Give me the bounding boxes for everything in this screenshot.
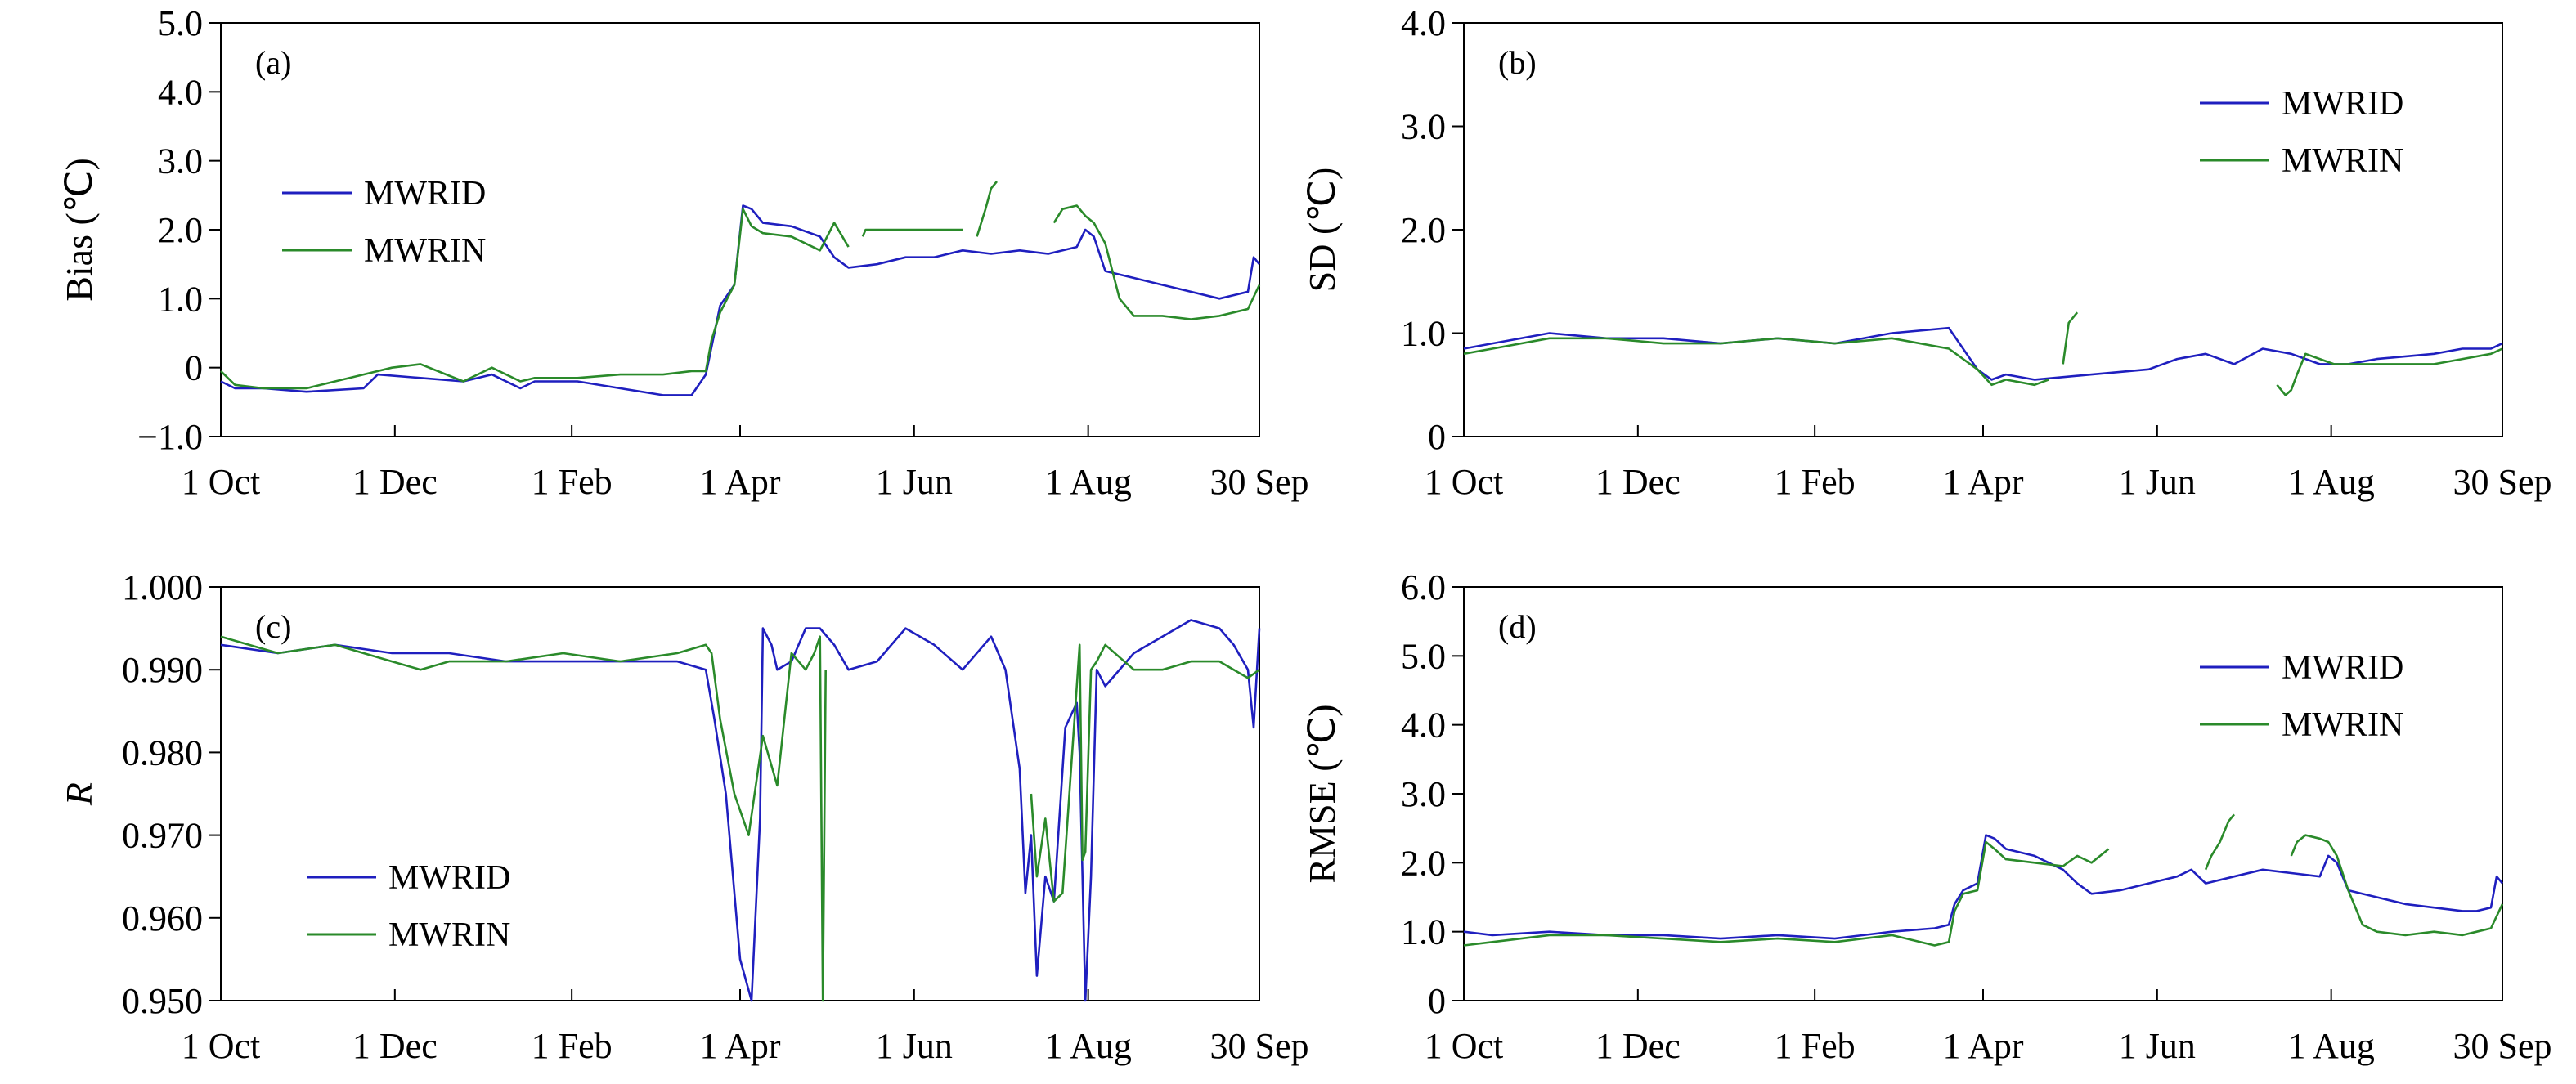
panel-a-y-axis-title: Bias (℃)	[58, 158, 100, 302]
panel-c-label: (c)	[255, 608, 291, 645]
panel-c-y-axis-title: R	[58, 782, 100, 806]
panel-c-series-mwrin	[220, 635, 1260, 1002]
panel-d-y-tick-label: 2.0	[1401, 843, 1446, 883]
panel-d-series-mwrin	[1463, 813, 2504, 947]
panel-a-x-tick-label: 1 Dec	[352, 462, 438, 502]
panel-d: 0 1.0 2.0 3.0 4.0 5.0 6.0 1 Oct 1 Dec 1 Feb 1 Apr 1…	[1301, 567, 2552, 1066]
panel-a-x-tick-label: 30 Sep	[1210, 462, 1309, 502]
panel-b-x-tick-label: 1 Aug	[2287, 462, 2374, 502]
panel-d-y-tick-label: 6.0	[1401, 567, 1446, 607]
panel-c-y-tick-label: 0.990	[122, 650, 203, 690]
panel-b-x-tick-label: 1 Jun	[2119, 462, 2196, 502]
panel-b-y-axis-title: SD (℃)	[1301, 168, 1343, 293]
panel-d-x-tick-label: 1 Dec	[1595, 1026, 1681, 1066]
panel-d-y-tick-label: 0	[1428, 981, 1446, 1021]
panel-c-x-tick-label: 1 Dec	[352, 1026, 438, 1066]
panel-b-y-tick-label: 4.0	[1401, 3, 1446, 43]
panel-a-y-tick-label: 2.0	[158, 210, 203, 250]
panel-b-x-tick-label: 1 Feb	[1775, 462, 1856, 502]
panel-c-y-tick-label: 0.960	[122, 898, 203, 938]
panel-c-x-tick-label: 1 Apr	[700, 1026, 781, 1066]
panel-a-y-tick-label: 1.0	[158, 279, 203, 319]
panel-b-legend-label-mwrin: MWRIN	[2282, 142, 2403, 180]
panel-a-x-tick-label: 1 Feb	[532, 462, 613, 502]
panel-a-y-tick-label: 5.0	[158, 3, 203, 43]
panel-b-series-mwrin	[1463, 311, 2503, 396]
panel-a-legend-label-mwrid: MWRID	[364, 175, 486, 213]
panel-d-legend-label-mwrid: MWRID	[2282, 649, 2403, 687]
panel-d-y-tick-label: 3.0	[1401, 774, 1446, 814]
panel-d-y-tick-label: 4.0	[1401, 705, 1446, 746]
panel-d-legend-label-mwrin: MWRIN	[2282, 706, 2403, 744]
panel-d-x-tick-label: 1 Feb	[1775, 1026, 1856, 1066]
panel-a-x-tick-label: 1 Apr	[700, 462, 781, 502]
panel-d-x-tick-label: 1 Aug	[2287, 1026, 2374, 1066]
panel-a-y-tick-label: −1.0	[137, 417, 203, 457]
panel-c: 0.950 0.960 0.970 0.980 0.990 1.000 1 Oct 1 Dec…	[58, 567, 1309, 1066]
panel-c-x-tick-label: 1 Aug	[1044, 1026, 1131, 1066]
panel-a-y-tick-label: 3.0	[158, 141, 203, 181]
panel-c-y-tick-label: 1.000	[122, 567, 203, 607]
panel-a-x-tick-label: 1 Aug	[1044, 462, 1131, 502]
panel-a-y-tick-label: 0	[185, 348, 203, 388]
panel-b-y-tick-label: 1.0	[1401, 314, 1446, 354]
panel-d-y-axis-title: RMSE (℃)	[1301, 704, 1343, 883]
panel-d-x-tick-label: 1 Apr	[1943, 1026, 2024, 1066]
panel-a-x-tick-label: 1 Oct	[182, 462, 261, 502]
panel-b-y-tick-label: 2.0	[1401, 210, 1446, 250]
panel-c-x-tick-label: 1 Jun	[876, 1026, 953, 1066]
panel-c-y-tick-label: 0.980	[122, 732, 203, 773]
panel-b-x-tick-label: 1 Apr	[1943, 462, 2024, 502]
panel-d-y-tick-label: 1.0	[1401, 912, 1446, 952]
panel-b-series-mwrid	[1463, 326, 2503, 381]
panel-d-x-tick-label: 1 Jun	[2119, 1026, 2196, 1066]
panel-a-label: (a)	[255, 44, 291, 81]
panel-c-x-tick-label: 30 Sep	[1210, 1026, 1309, 1066]
panel-c-series-mwrid	[220, 619, 1261, 1002]
panel-a-legend-label-mwrin: MWRIN	[364, 232, 486, 270]
panel-b-y-tick-label: 3.0	[1401, 107, 1446, 147]
panel-b-label: (b)	[1498, 44, 1537, 81]
panel-c-y-tick-label: 0.970	[122, 816, 203, 856]
panel-b: 0 1.0 2.0 3.0 4.0 1 Oct 1 Dec 1 Feb 1 Apr 1 Jun 1 …	[1301, 3, 2552, 502]
panel-b-y-tick-label: 0	[1428, 417, 1446, 457]
panel-b-x-tick-label: 1 Oct	[1425, 462, 1504, 502]
panel-d-label: (d)	[1498, 608, 1537, 645]
panel-b-legend-label-mwrid: MWRID	[2282, 85, 2403, 123]
panel-c-x-tick-label: 1 Oct	[182, 1026, 261, 1066]
panel-d-series-mwrid	[1463, 834, 2503, 940]
panel-d-y-tick-label: 5.0	[1401, 636, 1446, 676]
panel-a-series-mwrid	[220, 204, 1261, 396]
panel-a-y-tick-label: 4.0	[158, 72, 203, 112]
panel-c-y-tick-label: 0.950	[122, 981, 203, 1021]
panel-d-x-tick-label: 30 Sep	[2453, 1026, 2552, 1066]
panel-c-x-tick-label: 1 Feb	[532, 1026, 613, 1066]
panel-b-x-tick-label: 30 Sep	[2453, 462, 2552, 502]
panel-a-x-tick-label: 1 Jun	[876, 462, 953, 502]
panel-c-legend-label-mwrid: MWRID	[388, 859, 510, 897]
panel-c-legend-label-mwrin: MWRIN	[388, 916, 510, 954]
panel-d-x-tick-label: 1 Oct	[1425, 1026, 1504, 1066]
panel-a-series-mwrin	[220, 181, 1261, 390]
panel-b-x-tick-label: 1 Dec	[1595, 462, 1681, 502]
panel-a: −1.0 0 1.0 2.0 3.0 4.0 5.0 1 Oct 1 Dec 1 Feb 1 Apr…	[58, 3, 1309, 502]
